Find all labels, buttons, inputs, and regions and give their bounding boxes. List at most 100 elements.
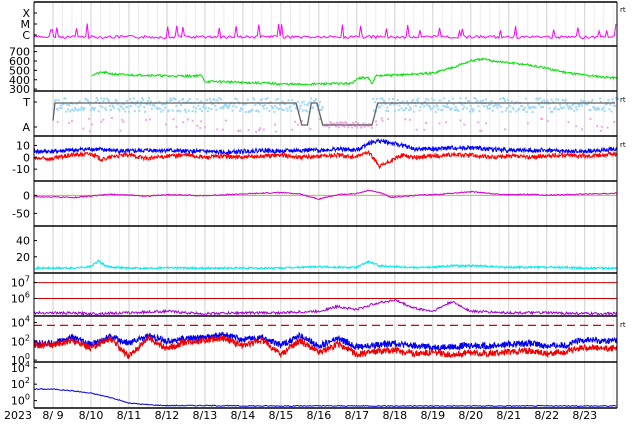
- toward-point: [266, 97, 269, 100]
- toward-point: [612, 101, 615, 104]
- toward-point: [225, 105, 228, 107]
- toward-point: [134, 103, 137, 106]
- away-point: [258, 129, 261, 132]
- away-point: [599, 129, 602, 132]
- toward-point: [223, 105, 225, 108]
- y-tick-label: 700: [9, 46, 30, 59]
- toward-point: [234, 97, 237, 100]
- toward-point: [186, 100, 189, 103]
- toward-point: [385, 109, 388, 112]
- toward-point: [579, 103, 581, 106]
- toward-point: [79, 108, 82, 111]
- toward-point: [427, 98, 430, 101]
- y-tick-label: M: [21, 18, 31, 31]
- toward-point: [419, 106, 422, 109]
- toward-point: [171, 109, 174, 112]
- toward-point: [279, 103, 281, 106]
- toward-point: [295, 107, 298, 110]
- toward-point: [430, 97, 433, 100]
- toward-point: [389, 103, 392, 106]
- away-point: [121, 119, 124, 121]
- toward-point: [59, 104, 62, 107]
- toward-point: [373, 101, 376, 104]
- toward-point: [435, 104, 438, 107]
- toward-point: [150, 107, 153, 110]
- toward-point: [103, 97, 106, 100]
- toward-point: [74, 108, 77, 111]
- toward-point: [72, 109, 75, 112]
- toward-point: [58, 107, 61, 110]
- toward-point: [261, 105, 264, 107]
- away-point: [309, 127, 312, 130]
- toward-point: [518, 107, 521, 110]
- away-point: [580, 128, 583, 131]
- toward-point: [66, 103, 69, 106]
- x-tick-label: 8/19: [420, 409, 445, 422]
- y-tick-label: 107: [11, 275, 30, 290]
- toward-point: [95, 97, 98, 100]
- toward-point: [199, 108, 202, 110]
- toward-point: [220, 98, 223, 101]
- toward-point: [596, 108, 599, 111]
- y-tick-exponent: 2: [25, 376, 30, 385]
- away-point: [363, 125, 366, 128]
- toward-point: [418, 109, 421, 112]
- toward-point: [105, 108, 108, 111]
- away-point: [354, 125, 356, 127]
- toward-point: [569, 106, 572, 109]
- toward-point: [397, 109, 400, 111]
- toward-point: [454, 106, 457, 109]
- toward-point: [429, 108, 432, 111]
- toward-point: [219, 107, 222, 110]
- toward-point: [106, 97, 109, 100]
- toward-point: [275, 98, 278, 101]
- y-tick-exponent: 0: [25, 352, 30, 361]
- toward-point: [278, 108, 280, 110]
- toward-point: [224, 103, 227, 106]
- toward-point: [244, 111, 247, 113]
- away-point: [247, 129, 250, 131]
- toward-point: [149, 100, 152, 103]
- away-point: [328, 126, 331, 129]
- toward-point: [276, 106, 279, 109]
- toward-point: [525, 111, 528, 113]
- toward-point: [475, 101, 478, 104]
- toward-point: [610, 110, 613, 113]
- toward-point: [148, 103, 151, 106]
- x-tick-label: 8/15: [269, 409, 294, 422]
- toward-point: [268, 109, 271, 112]
- toward-point: [264, 98, 267, 100]
- toward-point: [194, 110, 197, 113]
- toward-point: [226, 107, 229, 110]
- away-point: [375, 123, 378, 126]
- toward-point: [101, 106, 104, 109]
- toward-point: [515, 110, 518, 113]
- toward-point: [381, 97, 384, 100]
- toward-point: [272, 106, 275, 109]
- toward-point: [142, 98, 145, 101]
- toward-point: [542, 99, 545, 102]
- toward-point: [97, 110, 100, 113]
- toward-point: [163, 103, 166, 106]
- toward-point: [191, 110, 194, 113]
- toward-point: [599, 101, 602, 103]
- toward-point: [580, 104, 583, 107]
- toward-point: [490, 100, 493, 103]
- away-point: [222, 128, 224, 131]
- toward-point: [601, 107, 604, 110]
- series-Bt: [33, 138, 618, 156]
- toward-point: [243, 103, 246, 106]
- toward-point: [215, 108, 218, 111]
- toward-point: [553, 108, 556, 111]
- toward-point: [511, 106, 514, 109]
- toward-point: [96, 99, 99, 102]
- toward-point: [398, 104, 401, 107]
- toward-point: [141, 97, 144, 100]
- toward-point: [405, 107, 408, 110]
- toward-point: [491, 109, 494, 112]
- toward-point: [300, 101, 303, 104]
- y-tick-label: T: [22, 96, 30, 109]
- toward-point: [468, 110, 471, 113]
- toward-point: [602, 106, 605, 109]
- toward-point: [539, 97, 542, 100]
